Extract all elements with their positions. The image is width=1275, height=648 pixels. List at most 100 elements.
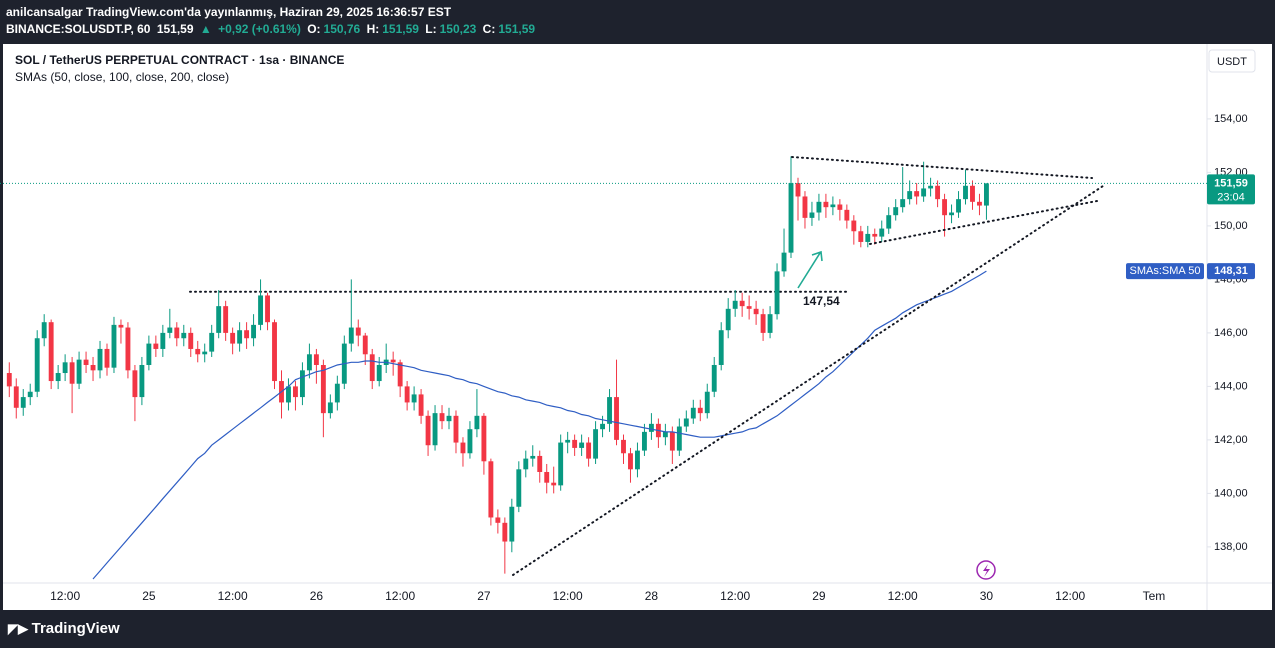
candle-body	[439, 413, 445, 422]
candle-body	[83, 359, 89, 365]
candle-body	[970, 185, 975, 202]
brand[interactable]: ◤▶ TradingView	[8, 620, 120, 637]
candle-body	[488, 461, 494, 518]
candle-body	[809, 212, 815, 218]
candle-body	[118, 324, 124, 328]
candle-body	[544, 471, 550, 483]
candle-body	[181, 332, 187, 339]
chart-subtitle: SMAs (50, close, 100, close, 200, close)	[15, 70, 229, 84]
candle-body	[160, 332, 166, 349]
candle-body	[516, 469, 522, 507]
candle-body	[837, 204, 843, 210]
candle-body	[20, 397, 26, 408]
candle-body	[425, 415, 431, 446]
candle-body	[251, 324, 257, 339]
candle-body	[223, 306, 229, 333]
candle-body	[697, 407, 703, 414]
candle-body	[293, 386, 298, 398]
trend-line[interactable]	[791, 156, 1093, 179]
candle-body	[41, 322, 47, 339]
x-tick-label: 28	[645, 589, 659, 603]
candle-body	[369, 354, 375, 382]
sma-line	[92, 270, 987, 580]
candle-body	[286, 386, 291, 403]
candle-body	[432, 413, 438, 446]
change: +0,92 (+0.61%)	[218, 22, 301, 36]
ohlc-key: C:	[482, 22, 496, 36]
chart-title: SOL / TetherUS PERPETUAL CONTRACT · 1sa …	[15, 53, 344, 67]
ohlc-value: 150,76	[323, 22, 361, 36]
arrow[interactable]	[797, 250, 823, 289]
candle-body	[6, 373, 12, 387]
candle-body	[942, 199, 948, 216]
candle-body	[188, 332, 194, 349]
x-tick-label: 29	[812, 589, 826, 603]
arrow-up: ▲	[199, 22, 212, 36]
x-tick-label: 30	[980, 589, 994, 603]
candle-body	[376, 364, 382, 382]
candle-body	[13, 386, 19, 408]
candle-body	[718, 330, 724, 365]
candle-body	[104, 348, 110, 368]
candle-body	[299, 370, 305, 398]
price-tag	[1207, 174, 1255, 205]
ohlc-key: H:	[366, 22, 380, 36]
candle-body	[34, 338, 40, 392]
chart-panel	[3, 44, 1272, 610]
alert-bolt	[983, 564, 990, 577]
candle-body	[788, 183, 794, 253]
candle-body	[914, 191, 920, 197]
candle-body	[265, 295, 270, 323]
candle-body	[334, 383, 340, 403]
candle-body	[648, 423, 654, 432]
candle-body	[390, 359, 396, 363]
y-tick-label: 146,00	[1214, 327, 1248, 339]
candle-body	[90, 364, 96, 371]
x-tick-label: 25	[142, 589, 156, 603]
sma-tag	[1207, 263, 1255, 280]
candle-body	[586, 442, 592, 459]
candle-body	[907, 191, 913, 200]
candle-body	[844, 209, 850, 221]
unit-box[interactable]	[1208, 49, 1256, 73]
candle-body	[683, 418, 689, 427]
candle-body	[272, 322, 277, 382]
candle-body	[830, 204, 836, 208]
x-tick-label: 12:00	[50, 589, 80, 603]
candle-body	[628, 453, 633, 470]
candle-body	[600, 423, 606, 430]
candle-body	[704, 391, 710, 414]
quote-line: BINANCE:SOLUSDT.P, 60 151,59 ▲ +0,92 (+0…	[6, 21, 538, 38]
candle-body	[865, 233, 871, 242]
candle-body	[509, 506, 515, 542]
candle-body	[69, 362, 75, 384]
candle-body	[565, 439, 571, 443]
candle-body	[320, 364, 326, 414]
candle-body	[983, 183, 989, 206]
candle-body	[935, 185, 941, 200]
candle-body	[662, 431, 668, 438]
candle-body	[355, 327, 361, 336]
candle-body	[313, 354, 319, 365]
sma-name-box	[1126, 263, 1204, 280]
candle-body	[146, 343, 152, 365]
candle-body	[949, 212, 954, 216]
candle-body	[767, 314, 773, 333]
trend-line[interactable]	[869, 200, 1098, 245]
candle-body	[579, 442, 585, 448]
candle-body	[537, 455, 543, 472]
candle-body	[27, 391, 33, 398]
candle-body	[732, 300, 738, 309]
candle-body	[977, 201, 982, 206]
candle-body	[641, 431, 647, 451]
sma-name: SMAs:SMA 50	[1130, 265, 1201, 277]
candle-body	[55, 373, 61, 382]
ohlc-value: 151,59	[498, 22, 536, 36]
candle-body	[572, 439, 578, 448]
candle-body	[753, 308, 759, 315]
candle-body	[153, 343, 159, 349]
y-tick-label: 142,00	[1214, 434, 1248, 446]
candle-body	[739, 300, 745, 307]
y-tick-label: 150,00	[1214, 220, 1248, 232]
